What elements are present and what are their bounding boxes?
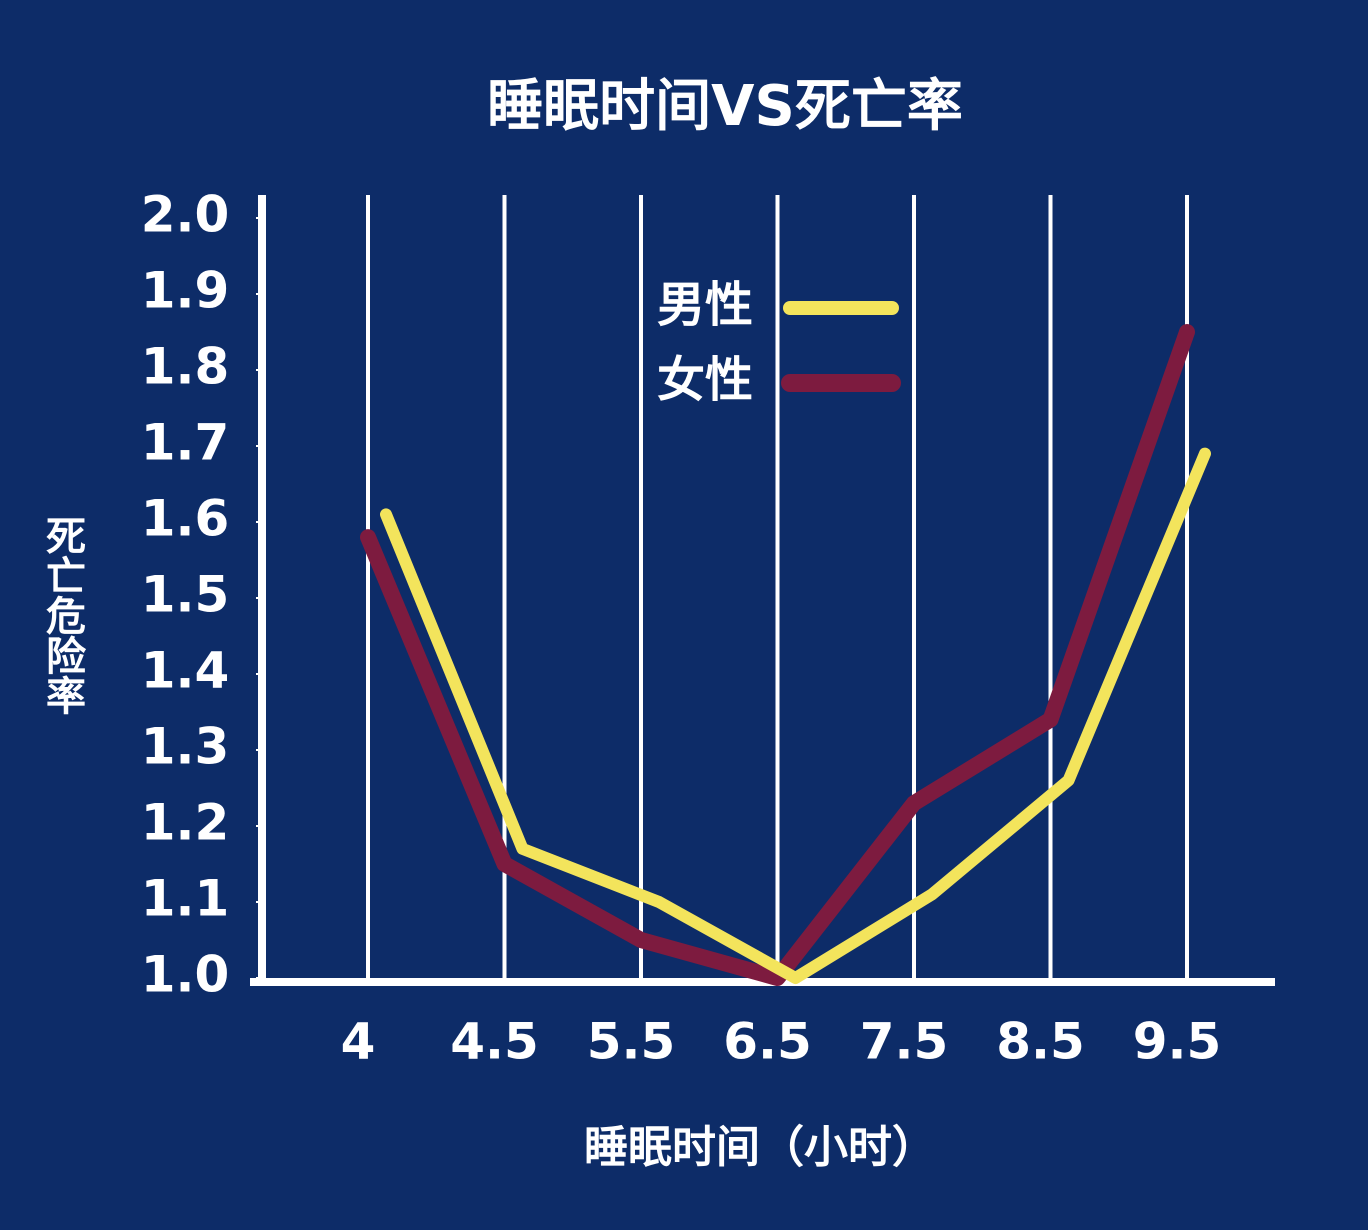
x-tick-label: 6.5 <box>723 1013 812 1071</box>
x-tick-label: 4 <box>341 1013 376 1071</box>
y-tick-label: 1.1 <box>141 870 230 928</box>
x-tick-label: 9.5 <box>1133 1013 1222 1071</box>
y-tick-label: 1.3 <box>141 718 230 776</box>
x-tick-label: 4.5 <box>450 1013 539 1071</box>
y-tick-label: 1.2 <box>141 794 230 852</box>
x-axis-label: 睡眠时间（小时） <box>584 1122 936 1173</box>
x-tick-label: 8.5 <box>996 1013 1085 1071</box>
series-line <box>360 324 1195 986</box>
chart-title: 睡眠时间VS死亡率 <box>487 74 963 139</box>
y-tick-label: 1.0 <box>141 946 230 1004</box>
x-tick-label: 7.5 <box>860 1013 949 1071</box>
series-line <box>380 447 1211 984</box>
y-tick-label: 1.4 <box>141 642 230 700</box>
x-tick-label: 5.5 <box>587 1013 676 1071</box>
y-tick-label: 1.7 <box>141 414 230 472</box>
y-axis-label: 死亡危险率 <box>39 515 86 715</box>
y-tick-label: 1.8 <box>141 338 230 396</box>
y-tick-label: 1.5 <box>141 566 230 624</box>
legend-label: 女性 <box>657 352 753 408</box>
legend-label: 男性 <box>657 277 753 333</box>
y-tick-label: 2.0 <box>141 186 230 244</box>
y-tick-label: 1.6 <box>141 490 230 548</box>
y-tick-label: 1.9 <box>141 262 230 320</box>
